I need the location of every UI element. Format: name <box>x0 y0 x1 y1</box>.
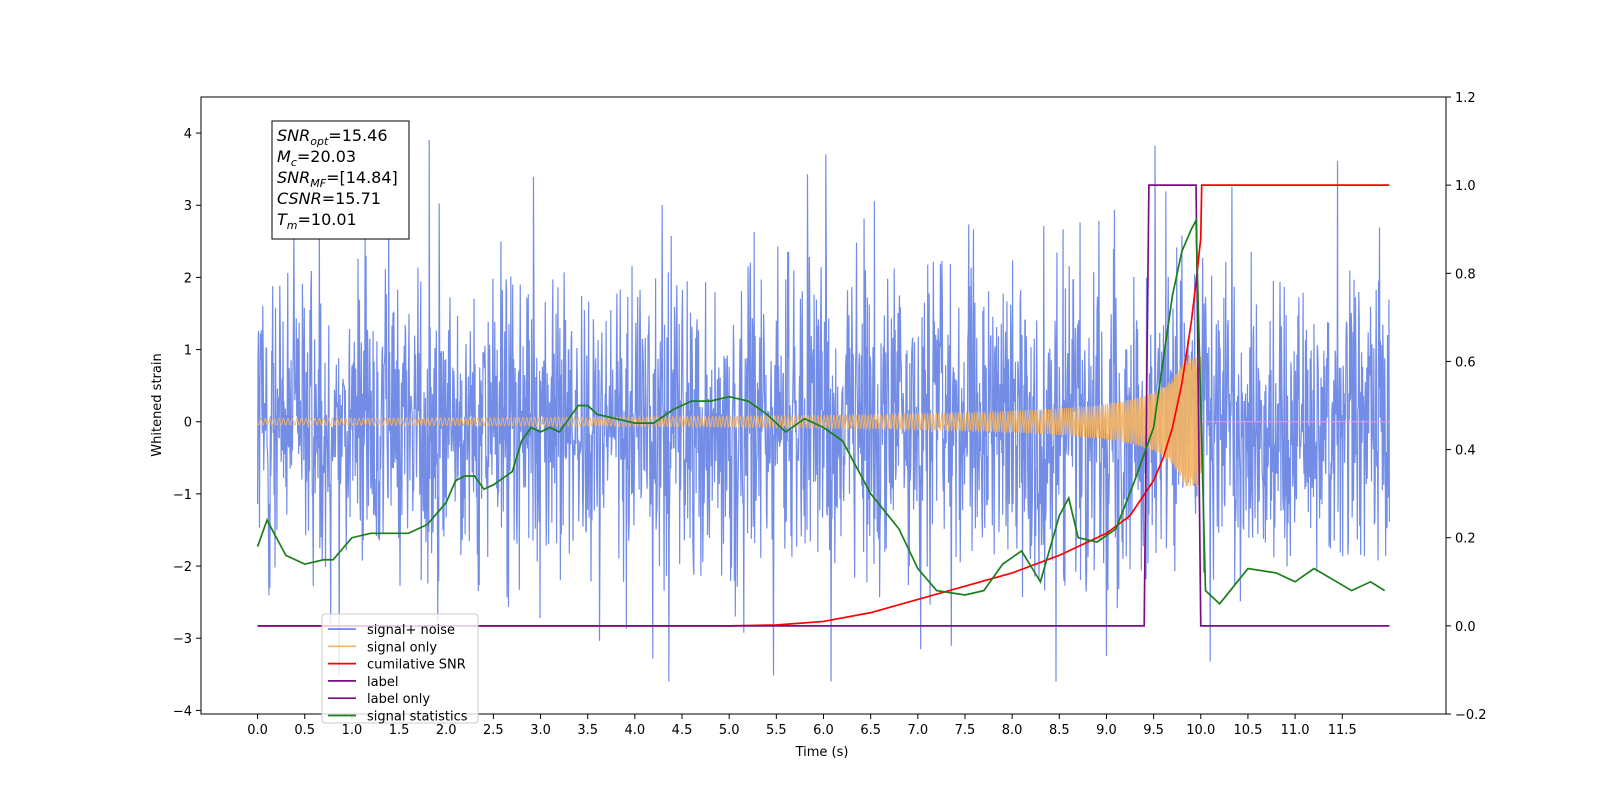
y-tick-label: −4 <box>173 704 192 719</box>
annotation-subscript: m <box>287 219 298 232</box>
annotation-symbol: SNR <box>277 126 310 145</box>
y-right-tick-label: 1.0 <box>1455 179 1476 194</box>
annotation-symbol: SNR <box>277 168 310 187</box>
annotation-line: CSNR=15.71 <box>277 189 381 208</box>
x-tick-label: 1.0 <box>342 723 363 738</box>
y-axis-ticks: −4 −3 −2 −1 0 1 2 3 4 <box>173 127 201 719</box>
annotation-symbol: M <box>277 147 291 166</box>
series-line-signal-statistics <box>256 217 1386 606</box>
x-tick-label: 10.5 <box>1233 723 1262 738</box>
series-line-label <box>257 184 1390 627</box>
y-tick-label: 2 <box>184 271 192 286</box>
series-signal-only <box>257 356 1390 487</box>
annotation-subscript: c <box>291 156 297 169</box>
annotation-value: =15.46 <box>328 126 387 145</box>
legend: signal+ noise signal only cumilative SNR la… <box>321 613 479 725</box>
x-tick-label: 3.5 <box>577 723 598 738</box>
annotation-symbol: T <box>277 210 288 229</box>
x-tick-label: 6.5 <box>860 723 881 738</box>
x-tick-label: 9.0 <box>1096 723 1117 738</box>
x-tick-label: 11.0 <box>1281 723 1310 738</box>
y-right-tick-label: 0.6 <box>1455 355 1476 370</box>
x-tick-label: 6.0 <box>813 723 834 738</box>
legend-item: cumilative SNR <box>328 658 466 673</box>
y-tick-label: 4 <box>184 127 192 142</box>
annotation-value: =15.71 <box>322 189 381 208</box>
y-tick-label: −1 <box>173 488 192 503</box>
legend-item: signal only <box>328 640 437 655</box>
legend-label: signal statistics <box>367 710 468 725</box>
x-tick-label: 9.5 <box>1143 723 1164 738</box>
x-tick-label: 1.5 <box>389 723 410 738</box>
x-tick-label: 2.0 <box>436 723 457 738</box>
x-tick-label: 4.0 <box>625 723 646 738</box>
y-right-tick-label: 0.8 <box>1455 267 1476 282</box>
y-right-tick-label: 0.0 <box>1455 620 1476 635</box>
y-right-axis-ticks: −0.2 0.0 0.2 0.4 0.6 0.8 1.0 1.2 <box>1446 91 1487 723</box>
legend-label: signal only <box>367 640 437 655</box>
y-right-tick-label: 0.2 <box>1455 532 1476 547</box>
annotation-subscript: opt <box>310 135 329 148</box>
legend-item: signal statistics <box>328 710 468 725</box>
annotation-value: =20.03 <box>297 147 356 166</box>
series-right-axis-lines <box>256 184 1390 627</box>
annotation-value: =10.01 <box>298 210 357 229</box>
x-tick-label: 5.5 <box>766 723 787 738</box>
annotation-line: Mc=20.03 <box>277 147 356 169</box>
annotation-symbol: CSNR <box>277 189 322 208</box>
annotation-line: Tm=10.01 <box>277 210 357 232</box>
y-tick-label: −3 <box>173 632 192 647</box>
x-tick-label: 2.5 <box>483 723 504 738</box>
x-tick-label: 0.0 <box>247 723 268 738</box>
x-tick-label: 0.5 <box>294 723 315 738</box>
x-axis-label: Time (s) <box>795 745 849 760</box>
y-right-tick-label: 1.2 <box>1455 91 1476 106</box>
x-tick-label: 4.5 <box>672 723 693 738</box>
x-axis-ticks: 0.0 0.5 1.0 1.5 2.0 2.5 3.0 3.5 4.0 4.5 5.0 5.5 6.0 6… <box>247 714 1357 738</box>
y-right-tick-label: 0.4 <box>1455 444 1476 459</box>
y-tick-label: 3 <box>184 199 192 214</box>
annotation-line: SNRopt=15.46 <box>277 126 388 148</box>
annotation-line: SNRMF=[14.84] <box>277 168 398 190</box>
legend-item: label only <box>328 692 430 707</box>
x-tick-label: 10.0 <box>1186 723 1215 738</box>
annotation-value: =[14.84] <box>326 168 398 187</box>
x-tick-label: 7.5 <box>955 723 976 738</box>
legend-label: cumilative SNR <box>367 658 466 673</box>
legend-label: signal+ noise <box>367 623 455 638</box>
x-tick-label: 8.5 <box>1049 723 1070 738</box>
legend-item: label <box>328 675 398 690</box>
y-tick-label: −2 <box>173 560 192 575</box>
series-line-signal-only <box>257 356 1390 487</box>
y-axis-label: Whitened strain <box>150 353 165 456</box>
legend-item: signal+ noise <box>328 623 455 638</box>
x-tick-label: 5.0 <box>719 723 740 738</box>
legend-label: label <box>367 675 398 690</box>
annotation-subscript: MF <box>310 177 326 190</box>
x-tick-label: 11.5 <box>1328 723 1357 738</box>
legend-label: label only <box>367 692 430 707</box>
y-right-tick-label: −0.2 <box>1455 708 1487 723</box>
x-tick-label: 3.0 <box>530 723 551 738</box>
annotation-box: SNRopt=15.46Mc=20.03SNRMF=[14.84]CSNR=15… <box>271 120 410 240</box>
y-tick-label: 0 <box>184 416 192 431</box>
y-tick-label: 1 <box>184 344 192 359</box>
x-tick-label: 8.0 <box>1002 723 1023 738</box>
x-tick-label: 7.0 <box>907 723 928 738</box>
